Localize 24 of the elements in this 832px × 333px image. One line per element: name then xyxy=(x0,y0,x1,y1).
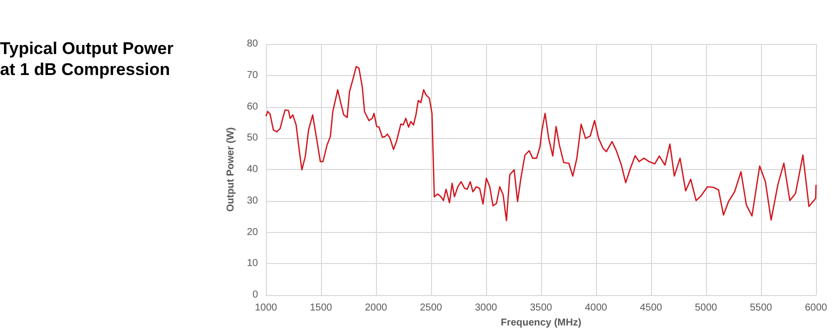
y-tick-label: 80 xyxy=(246,38,258,50)
y-tick-label: 70 xyxy=(246,70,258,81)
y-tick-label: 20 xyxy=(246,226,258,238)
y-tick-label: 30 xyxy=(246,195,258,206)
x-tick-label: 4500 xyxy=(640,302,663,314)
text: Typical Output Power at 1 dB Compression xyxy=(0,38,174,80)
x-tick-label: 1000 xyxy=(254,302,278,314)
x-tick-label: 3000 xyxy=(474,302,498,314)
x-tick-label: 5500 xyxy=(750,302,773,314)
x-tick-label: 6000 xyxy=(804,302,828,314)
y-tick-label: 60 xyxy=(246,101,258,112)
line-series xyxy=(265,66,817,222)
x-tick-label: 2500 xyxy=(420,302,443,314)
y-tick-label: 40 xyxy=(246,164,258,175)
x-tick-label: 5000 xyxy=(694,302,718,314)
y-tick-label: 0 xyxy=(252,290,258,300)
y-axis-title: Output Power (W) xyxy=(225,127,236,212)
x-tick-label: 2000 xyxy=(364,302,388,314)
x-tick-label: 4000 xyxy=(584,302,608,314)
x-tick-label: 3500 xyxy=(530,302,553,314)
y-tick-label: 10 xyxy=(246,258,258,270)
x-tick-label: 1500 xyxy=(310,302,333,314)
y-tick-label: 50 xyxy=(246,132,258,144)
x-axis-title: Frequency (MHz) xyxy=(500,317,582,328)
